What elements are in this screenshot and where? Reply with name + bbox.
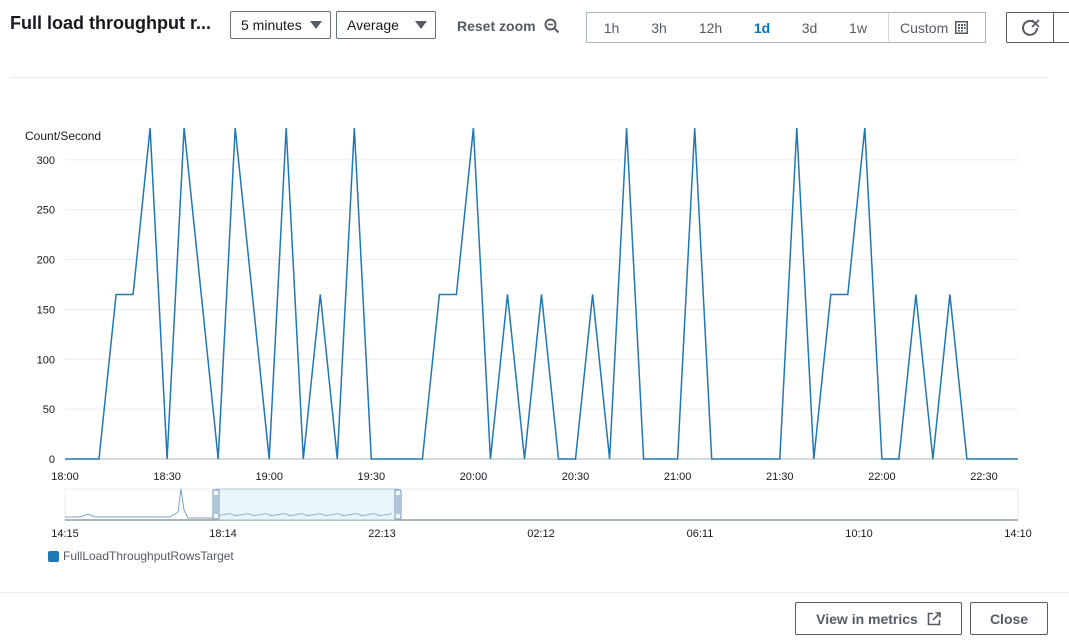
reset-zoom-button[interactable]: Reset zoom <box>457 18 560 34</box>
navigator-tick-label: 14:10 <box>1004 528 1032 540</box>
navigator-handle <box>394 489 402 520</box>
x-tick-label: 18:00 <box>51 471 79 483</box>
x-tick-label: 22:30 <box>970 471 998 483</box>
y-tick-label: 100 <box>37 354 55 366</box>
view-in-metrics-button[interactable]: View in metrics <box>795 602 962 635</box>
statistic-select-value: Average <box>347 17 399 33</box>
y-tick-label: 250 <box>37 205 55 217</box>
x-tick-label: 18:30 <box>153 471 181 483</box>
period-select-value: 5 minutes <box>241 17 302 33</box>
navigator-series <box>65 488 214 519</box>
time-range-selector: 1h 3h 12h 1d 3d 1w Custom <box>586 12 986 43</box>
x-tick-label: 21:30 <box>766 471 794 483</box>
range-12h[interactable]: 12h <box>698 19 723 36</box>
y-tick-label: 50 <box>43 404 55 416</box>
x-tick-label: 22:00 <box>868 471 896 483</box>
range-1d[interactable]: 1d <box>753 19 771 36</box>
period-select[interactable]: 5 minutes <box>230 11 331 39</box>
legend: FullLoadThroughputRowsTarget <box>48 549 234 563</box>
navigator-tick-label: 02:12 <box>527 528 555 540</box>
navigator-tick-label: 10:10 <box>845 528 873 540</box>
y-tick-label: 200 <box>37 255 55 267</box>
y-axis-label: Count/Second <box>25 129 101 143</box>
x-tick-label: 20:00 <box>460 471 488 483</box>
legend-item-label[interactable]: FullLoadThroughputRowsTarget <box>63 549 234 563</box>
x-tick-label: 19:30 <box>358 471 386 483</box>
caret-down-icon <box>310 21 322 29</box>
close-button[interactable]: Close <box>970 602 1048 635</box>
navigator-tick-label: 14:15 <box>51 528 79 540</box>
range-custom-label: Custom <box>900 19 949 36</box>
divider <box>10 77 1048 78</box>
caret-down-icon <box>415 21 427 29</box>
external-link-icon <box>927 611 941 625</box>
y-tick-label: 300 <box>37 155 55 167</box>
widget-title: Full load throughput r... <box>10 13 211 33</box>
navigator-tick-label: 06:11 <box>687 528 714 540</box>
navigator-tick-label: 18:14 <box>209 528 237 540</box>
range-1w[interactable]: 1w <box>849 19 867 36</box>
x-tick-label: 21:00 <box>664 471 692 483</box>
navigator-tick-label: 22:13 <box>368 528 396 540</box>
range-3d[interactable]: 3d <box>801 19 818 36</box>
range-1h[interactable]: 1h <box>603 19 620 36</box>
navigator-handle <box>212 489 220 520</box>
navigator-series-selected <box>217 513 393 517</box>
statistic-select[interactable]: Average <box>336 11 436 39</box>
refresh-icon <box>1022 18 1040 36</box>
widget-header: Full load throughput r... 5 minutes Aver… <box>0 0 1069 56</box>
series-line <box>65 127 1018 460</box>
x-tick-label: 20:30 <box>562 471 590 483</box>
line-chart: Count/Second 0 50 100 150 200 250 300 18:00 18:… <box>25 127 1032 540</box>
time-navigator[interactable] <box>64 488 1019 521</box>
view-in-metrics-label: View in metrics <box>816 610 918 627</box>
range-custom-button[interactable]: Custom <box>888 13 969 42</box>
zoom-out-icon <box>544 18 559 34</box>
range-3h[interactable]: 3h <box>651 19 667 36</box>
refresh-dropdown-edge[interactable] <box>1053 12 1069 43</box>
navigator-background <box>64 488 1019 521</box>
footer-divider <box>0 592 1069 593</box>
y-tick-label: 150 <box>37 304 55 316</box>
calendar-icon <box>955 21 969 34</box>
legend-swatch <box>48 550 59 562</box>
x-tick-label: 19:00 <box>255 471 283 483</box>
refresh-button[interactable] <box>1006 12 1054 43</box>
reset-zoom-label: Reset zoom <box>457 18 536 34</box>
y-tick-label: 0 <box>49 454 55 466</box>
